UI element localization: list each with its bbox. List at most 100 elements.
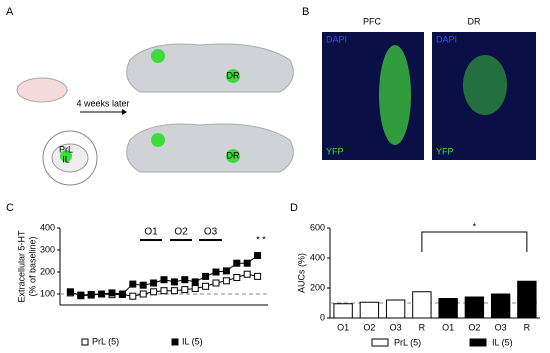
x-tick-label: O2 <box>363 322 375 332</box>
bar <box>464 296 485 319</box>
region-label: DR <box>227 70 240 80</box>
x-tick-label: O3 <box>495 322 507 332</box>
infection <box>226 69 240 83</box>
brain <box>126 43 294 93</box>
arrowhead <box>122 109 127 115</box>
annotation: O3 <box>204 227 218 238</box>
x-tick-label: O1 <box>442 322 454 332</box>
rat <box>16 77 68 103</box>
y-tick-label: 200 <box>310 282 325 292</box>
infection <box>226 149 240 163</box>
stain-label: YFP <box>436 146 454 156</box>
point <box>108 289 116 297</box>
region-label: DR <box>227 150 240 160</box>
region-label: IL <box>62 154 70 164</box>
point <box>150 288 158 296</box>
point <box>98 290 106 298</box>
point <box>66 288 74 296</box>
point <box>129 280 137 288</box>
x-tick-label: R <box>524 322 531 332</box>
point <box>233 274 241 281</box>
infection <box>151 49 165 63</box>
legend-swatch <box>371 338 389 347</box>
point <box>202 272 210 280</box>
legend-swatch <box>171 338 179 346</box>
yfp-signal <box>463 55 507 115</box>
x-tick-label: O2 <box>468 322 480 332</box>
x-tick-label: O1 <box>337 322 349 332</box>
region-label: PrL <box>59 144 73 154</box>
point <box>212 279 220 287</box>
yfp-signal <box>379 45 411 145</box>
y-tick-label: 300 <box>40 244 55 254</box>
point <box>191 285 199 292</box>
image-title: PFC <box>363 16 382 26</box>
point <box>233 259 241 267</box>
point <box>150 279 158 287</box>
point <box>129 292 137 300</box>
y-axis-title: Extracellular 5-HT <box>16 230 26 303</box>
bar <box>412 291 432 319</box>
annotation: O1 <box>144 227 158 238</box>
annotation: O2 <box>174 227 188 238</box>
point <box>181 276 189 284</box>
legend-swatch <box>81 338 89 346</box>
arrow-label: 4 weeks later <box>76 98 129 108</box>
y-tick-label: 400 <box>310 252 325 262</box>
panel-a: A PrL IL 4 weeks later DR DR <box>6 6 294 186</box>
point <box>254 272 262 280</box>
legend-label: IL (5) <box>182 336 203 346</box>
significance-bracket <box>421 231 528 252</box>
infection <box>151 133 165 147</box>
brain <box>126 123 294 173</box>
bar <box>359 301 380 319</box>
point <box>160 276 168 284</box>
bar <box>333 303 353 319</box>
point <box>243 259 251 267</box>
annotation: * * <box>256 234 266 244</box>
legend-label: IL (5) <box>492 337 513 347</box>
x-tick-label: R <box>419 322 426 332</box>
point <box>222 267 230 275</box>
bar <box>385 299 406 319</box>
legend-label: PrL (5) <box>394 337 421 347</box>
image-title: DR <box>468 16 481 26</box>
point <box>77 292 85 300</box>
bar <box>438 298 458 319</box>
panel-b: B PFC DR DAPI YFP DAPI YFP <box>302 6 536 160</box>
bar <box>490 293 511 319</box>
infection <box>60 150 72 162</box>
x-tick-label: O3 <box>390 322 402 332</box>
y-tick-label: 600 <box>310 222 325 232</box>
point <box>139 290 147 298</box>
point <box>212 268 220 276</box>
point <box>170 278 178 286</box>
stain-label: YFP <box>326 146 344 156</box>
bar <box>517 280 537 319</box>
stain-label: DAPI <box>326 34 347 44</box>
y-tick-label: 100 <box>40 288 55 298</box>
y-axis-title: AUCs (%) <box>296 253 306 293</box>
point <box>139 281 147 289</box>
point <box>202 282 210 290</box>
legend-label: PrL (5) <box>92 336 119 346</box>
point <box>160 287 168 295</box>
y-tick-label: 0 <box>320 312 325 322</box>
point <box>87 291 95 299</box>
panel-label: B <box>302 6 309 18</box>
point <box>243 270 251 278</box>
point <box>254 252 262 259</box>
point <box>191 278 199 286</box>
legend-swatch <box>469 338 487 347</box>
y-tick-label: 200 <box>40 266 55 276</box>
point <box>222 277 230 285</box>
annotation: * <box>473 221 477 231</box>
point <box>118 290 126 298</box>
panel-label: A <box>6 6 14 18</box>
y-tick-label: 400 <box>40 222 55 232</box>
panel-label: D <box>290 202 298 214</box>
stain-label: DAPI <box>436 34 457 44</box>
point <box>181 286 189 294</box>
point <box>170 287 178 295</box>
